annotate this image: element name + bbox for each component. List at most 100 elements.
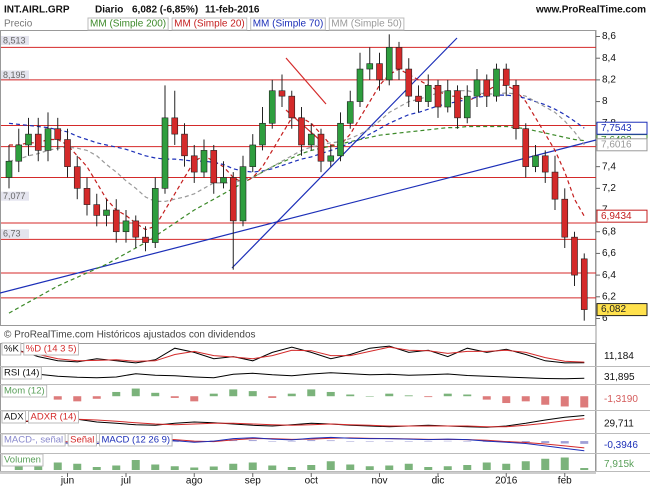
indicator-label: ADX [4, 412, 24, 423]
indicator-label-box [1, 366, 42, 380]
indicator-bar [229, 439, 238, 442]
indicator-label: Señal [70, 435, 94, 446]
indicator-bar [541, 396, 550, 405]
candle-body [434, 85, 442, 108]
candle-body [44, 128, 52, 151]
candle-body [34, 133, 42, 151]
indicator-bar [34, 466, 43, 470]
indicator-bar [112, 391, 121, 397]
x-tick-label: feb [558, 476, 572, 487]
candle-body [5, 160, 13, 178]
indicator-bar [73, 396, 82, 402]
indicator-bar [131, 460, 140, 470]
last-value-box [596, 138, 648, 152]
y-tick-label: 8,4 [602, 53, 616, 64]
candle-body [220, 177, 227, 184]
last-value-label: 31,895 [604, 372, 635, 383]
source: www.ProRealTime.com [535, 5, 646, 16]
y-tick-label: 8,2 [602, 75, 616, 86]
date: 11-feb-2016 [205, 5, 260, 16]
indicator-bar [14, 465, 23, 470]
quote: 6,082 (-6,85%) [132, 5, 198, 16]
profile-label: 6,73 [3, 229, 21, 239]
indicator-bar [443, 466, 452, 470]
y-tick-label: 6,2 [602, 291, 616, 302]
series-line [18, 345, 585, 364]
candle-body [54, 128, 62, 140]
candle-body [454, 90, 461, 119]
indicator-bar [502, 463, 511, 470]
candle-body [532, 155, 539, 167]
indicator-bar [73, 463, 82, 470]
candle-body [463, 95, 471, 119]
y-tick-label: 6,6 [602, 248, 616, 259]
candle-body [307, 133, 315, 146]
indicator-bar [541, 458, 550, 470]
indicator-bar [482, 462, 491, 470]
candle-body [298, 117, 305, 146]
y-tick-label: 7,2 [602, 183, 616, 194]
indicator-bar [580, 396, 589, 408]
indicator-bar [287, 467, 296, 470]
last-value-label: 7,7543 [601, 123, 632, 134]
x-tick-label: jun [60, 476, 74, 487]
candle-body [366, 63, 374, 70]
candle-body [210, 150, 218, 184]
legend-box [87, 17, 169, 31]
legend-box [250, 17, 326, 31]
last-value-label: 29,711 [604, 419, 634, 430]
indicator-bar [346, 464, 355, 470]
candle-body [327, 155, 335, 162]
x-tick-label: ago [186, 476, 203, 487]
candle-body [473, 79, 481, 97]
candle-body [356, 68, 364, 102]
y-tick-label: 6,4 [602, 270, 616, 281]
indicator-bar [443, 393, 452, 397]
indicator-bar [463, 441, 472, 442]
candle-body [83, 188, 91, 205]
candle-body [122, 220, 130, 233]
candle-body [171, 117, 179, 135]
indicator-bar [170, 466, 179, 470]
profile-bar [1, 35, 29, 45]
y-tick-label: 8 [602, 96, 608, 107]
symbol: INT.AIRL.GRP [4, 5, 70, 16]
trendline [285, 57, 327, 105]
indicator-label: RSI (14) [4, 368, 39, 379]
indicator-label-box [67, 433, 97, 447]
last-value-label: 7,915k [604, 459, 635, 470]
interval: Diario [95, 5, 123, 16]
last-value-box [596, 303, 648, 317]
indicator-bar [424, 441, 433, 442]
series-line [8, 125, 585, 314]
candle-body [288, 95, 296, 119]
indicator-bar [287, 393, 296, 397]
indicator-bar [287, 441, 296, 442]
indicator-bar [170, 396, 179, 398]
indicator-label-box [1, 384, 48, 398]
indicator-label-box [23, 342, 79, 356]
indicator-label: MACD (12 26 9) [101, 435, 170, 446]
candle-body [385, 47, 393, 81]
indicator-bar [268, 396, 277, 398]
candle-body [483, 79, 491, 97]
candle-body [512, 85, 520, 129]
y-tick-label: 8,6 [602, 31, 616, 42]
indicator-bar [541, 441, 550, 444]
indicator-bar [326, 391, 335, 397]
indicator-bar [385, 441, 394, 442]
profile-bar [1, 229, 29, 239]
indicator-bar [580, 441, 589, 444]
legend-box [171, 17, 248, 31]
indicator-bar [424, 467, 433, 470]
candle-body [103, 209, 110, 216]
indicator-bar [385, 465, 394, 470]
indicator-bar [346, 441, 355, 442]
indicator-bar [463, 394, 472, 397]
candle-body [73, 166, 81, 189]
y-tick-label: 6 [602, 313, 608, 324]
candle-body [317, 133, 325, 162]
x-tick-label: dic [432, 476, 445, 487]
y-tick-label: 6,8 [602, 226, 616, 237]
